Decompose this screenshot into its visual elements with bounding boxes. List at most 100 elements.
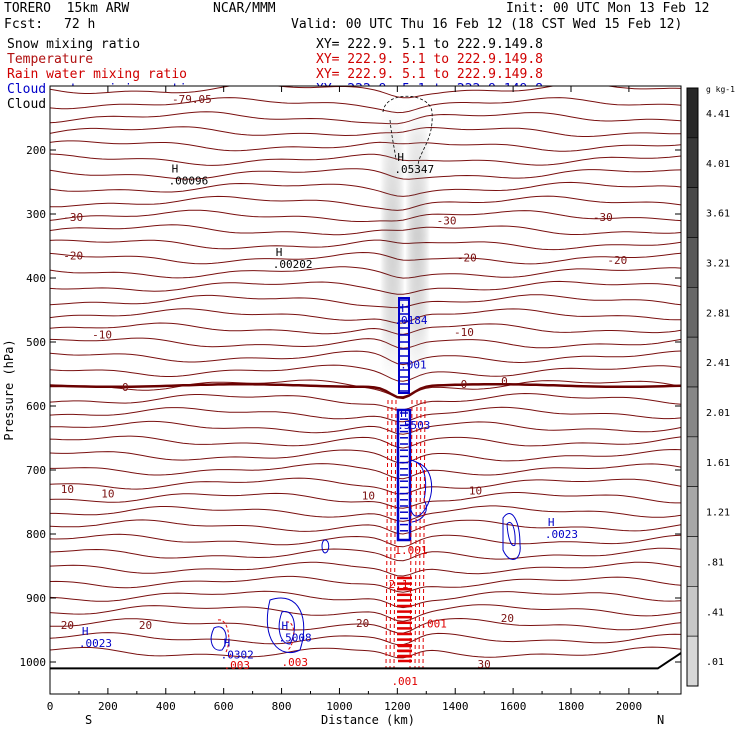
extremum-value: .001	[391, 675, 418, 688]
extremum-value: .0023	[545, 528, 578, 541]
y-axis-label: Pressure (hPa)	[2, 339, 16, 440]
cloud-water-blob	[210, 626, 227, 651]
temperature-contour-line	[50, 209, 681, 222]
x-axis-label: Distance (km)	[321, 713, 415, 727]
colorbar-label: 4.01	[706, 159, 730, 170]
plot-frame	[49, 85, 682, 695]
x-tick-label: 400	[156, 700, 176, 713]
temperature-contour-line	[50, 181, 681, 197]
colorbar: 4.41 4.01 3.61 3.21 2.81 2.41 2.01 1.61 1.21 .81.…	[686, 85, 735, 687]
colorbar-swatch	[686, 137, 699, 188]
colorbar-label: 2.81	[706, 308, 730, 319]
temperature-contour-line	[50, 406, 681, 423]
x-tick-label: 1400	[442, 700, 469, 713]
extremum-marker: H	[276, 246, 283, 259]
colorbar-label: .81	[706, 557, 724, 568]
rain-contour-dashed	[385, 399, 389, 669]
header-valid: Valid: 00 UTC Thu 16 Feb 12 (18 CST Wed …	[291, 17, 683, 32]
freezing-level-line	[50, 382, 681, 400]
side-label-north: N	[657, 713, 664, 727]
colorbar-label: 1.61	[706, 458, 730, 469]
temperature-contour-label: -20	[63, 250, 83, 263]
extremum-marker: H	[400, 407, 407, 420]
extremum-value: .001	[420, 618, 447, 631]
temperature-contour-line	[50, 97, 681, 114]
extremum-value: .5008	[279, 632, 312, 645]
temperature-contour-line	[50, 547, 681, 562]
extremum-marker: H	[397, 151, 404, 164]
temperature-contour-label: -30	[437, 214, 457, 227]
y-tick-label: 1000	[20, 656, 47, 669]
extremum-marker: H	[172, 163, 179, 176]
y-tick-label: 200	[26, 144, 46, 157]
colorbar-swatch	[686, 237, 699, 288]
extremum-marker: H	[82, 625, 89, 638]
temperature-contour-line	[50, 477, 681, 495]
temperature-contour-line	[50, 505, 681, 522]
temperature-contour-label: -30	[63, 211, 83, 224]
temperature-contour-line	[50, 492, 681, 509]
legend-field-xy: XY= 222.9. 5.1 to 222.9.149.8	[316, 52, 543, 67]
temperature-contour-line	[50, 604, 681, 622]
temperature-contour-label: -20	[607, 254, 627, 267]
temperature-contour-line	[50, 561, 681, 577]
colorbar-label: 3.61	[706, 209, 730, 220]
temperature-contour-label: -30	[593, 211, 613, 224]
temperature-contour-line	[50, 322, 681, 335]
y-tick-label: 700	[26, 464, 46, 477]
y-tick-label: 600	[26, 400, 46, 413]
rain-contour-dashed	[409, 399, 413, 669]
temperature-contour-line	[50, 364, 681, 382]
extremum-value: .00096	[169, 175, 209, 188]
temperature-contour-line	[50, 646, 681, 659]
header-init: Init: 00 UTC Mon 13 Feb 12	[506, 1, 710, 16]
header-center: NCAR/MMM	[213, 1, 276, 16]
colorbar-swatch	[686, 87, 699, 139]
extremum-value: .0023	[79, 637, 112, 650]
temperature-contour-line	[50, 337, 681, 349]
cloud-water-blob	[266, 597, 305, 653]
temperature-contour-label: 20	[61, 619, 74, 632]
rain-contour-dashed	[414, 399, 418, 669]
y-tick-label: 800	[26, 528, 46, 541]
rain-contour-dashed	[393, 399, 397, 669]
y-tick-label: 400	[26, 272, 46, 285]
temperature-contour-label: 10	[469, 484, 482, 497]
cloud-water-blob	[278, 611, 295, 645]
extremum-value: .0302	[221, 648, 254, 661]
cloud-water-blob	[321, 539, 330, 554]
temperature-contour-label: 0	[501, 375, 508, 388]
x-tick-label: 800	[272, 700, 292, 713]
extremum-marker: H	[548, 516, 555, 529]
rain-contour-dashed	[389, 399, 393, 669]
temperature-contour-line	[50, 448, 681, 464]
extremum-value: 2.1	[389, 578, 409, 591]
colorbar-label: .01	[706, 657, 724, 668]
colorbar-label: 2.41	[706, 358, 730, 369]
cloud-water-blob	[502, 513, 521, 560]
snow-plume-shading	[380, 100, 430, 400]
cloud-water-blob	[506, 522, 516, 547]
colorbar-swatch	[686, 536, 699, 587]
temperature-contour-line	[50, 280, 681, 295]
temperature-contour-line	[50, 294, 681, 309]
temperature-contour-line	[50, 463, 681, 480]
temperature-contour-line	[50, 224, 681, 236]
y-tick-label: 900	[26, 592, 46, 605]
temperature-contour-label: 10	[61, 483, 74, 496]
extremum-value: .001	[400, 358, 427, 371]
temperature-contour-line	[50, 140, 681, 152]
temperature-contour-line	[50, 617, 681, 634]
temperature-contour-line	[50, 168, 681, 180]
legend-field-name: Snow mixing ratio	[7, 37, 140, 52]
side-label-south: S	[85, 713, 92, 727]
extremum-value: .00202	[273, 258, 313, 271]
temperature-contour-line	[50, 111, 681, 125]
header-fcst-value: 72 h	[64, 17, 96, 32]
x-tick-label: 2000	[616, 700, 643, 713]
colorbar-swatch	[686, 187, 699, 238]
temperature-contour-line	[50, 195, 681, 211]
temperature-contour-label: -79.05	[172, 93, 212, 106]
contour-labels: -79.05 -30 -30 -30 -20 -20 -20 -10 -10 0 0 0 10 10 10 1…	[61, 93, 628, 688]
extremum-marker: H	[224, 636, 231, 649]
